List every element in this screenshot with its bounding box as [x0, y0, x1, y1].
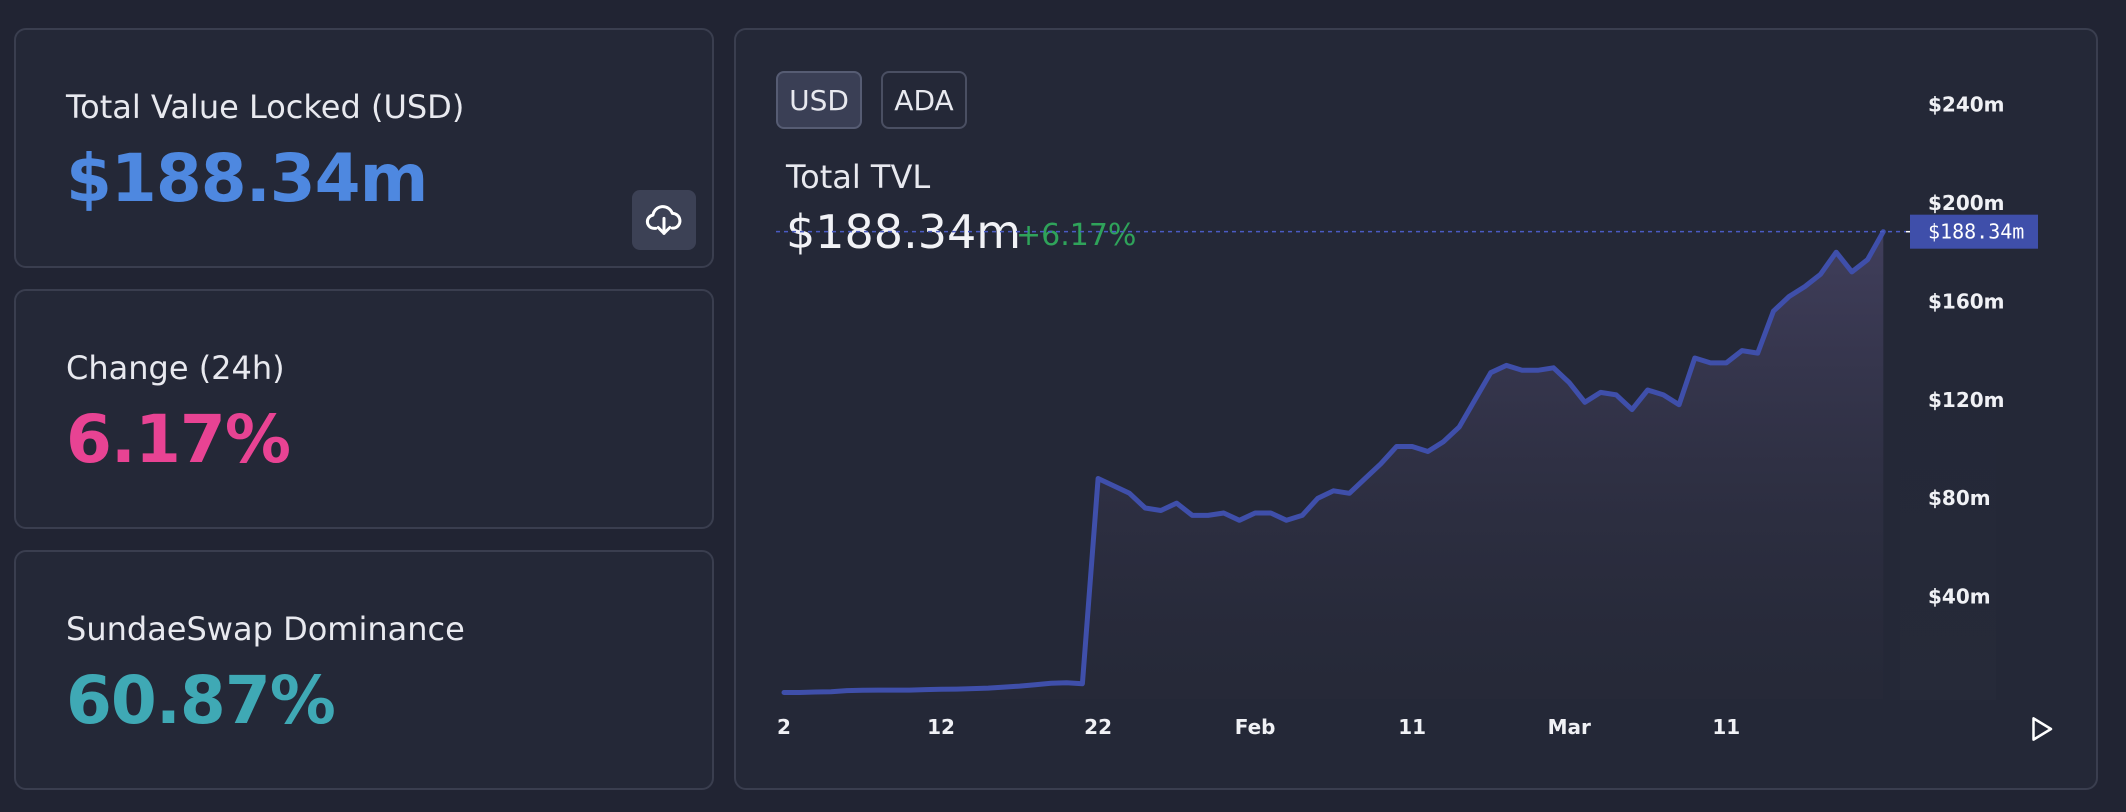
- y-tick-label: $80m: [1928, 486, 1991, 510]
- current-price-label: $188.34m: [1928, 220, 2024, 244]
- y-tick-label: $240m: [1928, 93, 2005, 117]
- tvl-area-chart[interactable]: $188.34m $40m $80m $120m $160m $200m $240m 2 1…: [736, 30, 2096, 788]
- download-button[interactable]: [632, 190, 696, 250]
- toggle-usd[interactable]: USD: [776, 71, 862, 129]
- tvl-series-line: [781, 229, 1886, 695]
- change-label: Change (24h): [66, 349, 285, 387]
- x-tick-label: Mar: [1548, 715, 1591, 739]
- tvl-area-fill: [784, 231, 1884, 699]
- x-tick-label: 2: [777, 715, 791, 739]
- dominance-label: SundaeSwap Dominance: [66, 610, 465, 648]
- y-tick-label: $200m: [1928, 191, 2005, 215]
- y-tick-label: $120m: [1928, 388, 2005, 412]
- x-tick-label: 12: [927, 715, 955, 739]
- tvl-card: Total Value Locked (USD) $188.34m: [14, 28, 714, 268]
- x-tick-label: 22: [1084, 715, 1112, 739]
- x-tick-label: 11: [1712, 715, 1740, 739]
- current-price-badge: [1910, 214, 2038, 249]
- change-card: Change (24h) 6.17%: [14, 289, 714, 529]
- chart-change-percent: +6.17%: [1016, 218, 1137, 253]
- dominance-value: 60.87%: [66, 662, 336, 739]
- tvl-label: Total Value Locked (USD): [66, 88, 465, 126]
- toggle-ada[interactable]: ADA: [881, 71, 967, 129]
- x-tick-label: 11: [1398, 715, 1426, 739]
- y-tick-label: $40m: [1928, 585, 1991, 609]
- play-icon: [2032, 717, 2053, 741]
- dominance-card: SundaeSwap Dominance 60.87%: [14, 550, 714, 790]
- y-tick-label: $160m: [1928, 289, 2005, 313]
- cloud-download-icon: [645, 205, 682, 235]
- tvl-value: $188.34m: [66, 140, 428, 217]
- y-axis-background: [1900, 230, 1996, 700]
- change-value: 6.17%: [66, 401, 291, 478]
- play-button[interactable]: [2026, 714, 2056, 748]
- tvl-chart-card: USD ADA Total TVL $188.34m +6.17% $188.3…: [734, 28, 2098, 790]
- chart-title: Total TVL: [786, 158, 931, 196]
- x-tick-label: Feb: [1235, 715, 1276, 739]
